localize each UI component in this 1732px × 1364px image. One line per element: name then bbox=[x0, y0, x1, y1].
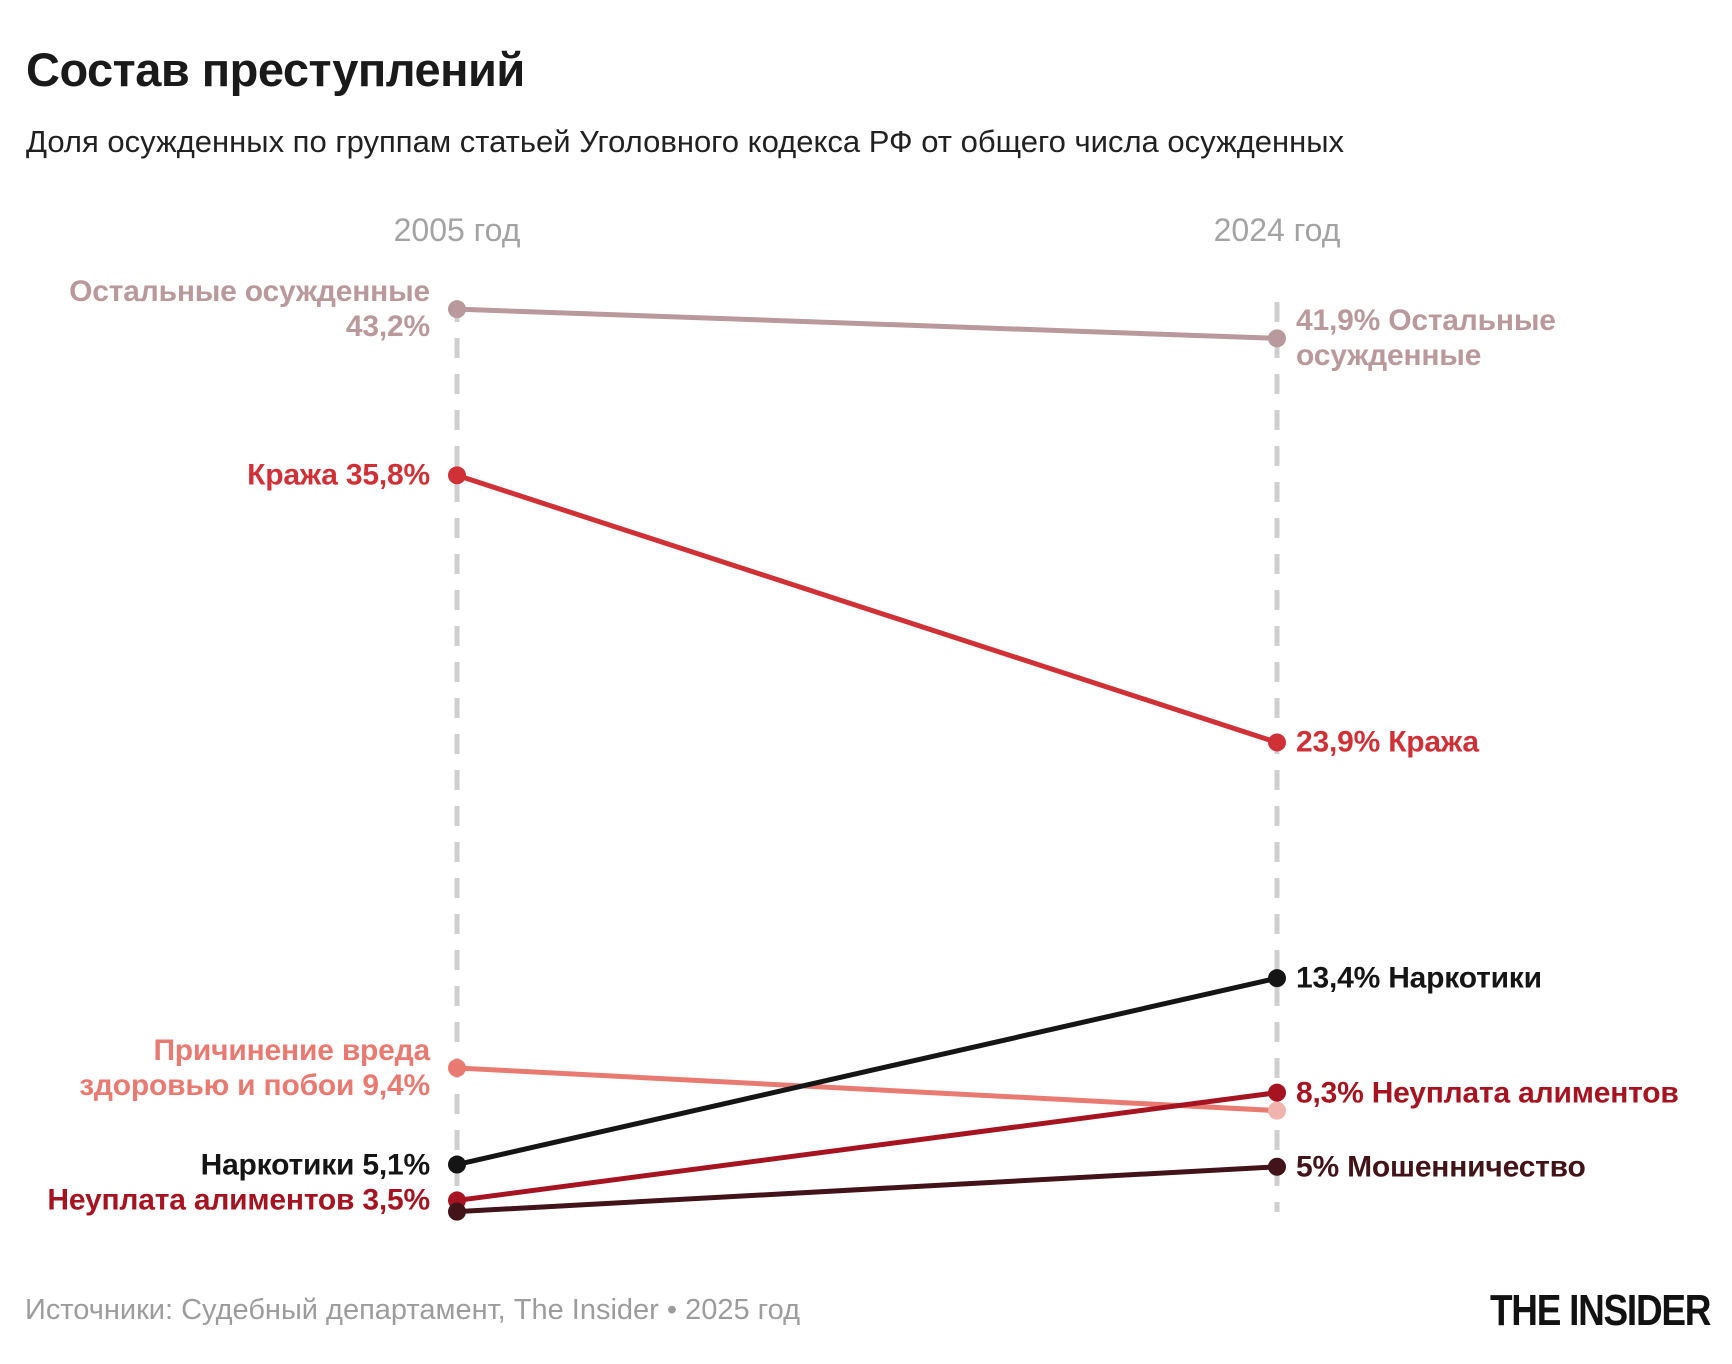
vred-zdorovyu-dot-2005 bbox=[448, 1058, 466, 1077]
narkotiki-dot-2024 bbox=[1268, 969, 1286, 988]
ostalnye-dot-2005 bbox=[448, 300, 466, 319]
vred-zdorovyu-dot-2024 bbox=[1268, 1101, 1286, 1120]
narkotiki-dot-2005 bbox=[448, 1155, 466, 1174]
label-2005-narkotiki: Наркотики 5,1% bbox=[200, 1147, 431, 1181]
label-2005-ostalnye: Остальные осужденные 43,2% bbox=[69, 275, 430, 344]
label-2005-alimenty: Неуплата алиментов 3,5% bbox=[47, 1183, 430, 1217]
ostalnye-line bbox=[454, 306, 1280, 341]
moshennichestvo-dot-2024 bbox=[1268, 1157, 1286, 1176]
source-note: Источники: Судебный департамент, The Ins… bbox=[25, 1294, 801, 1326]
label-2024-moshennichestvo: 5% Мошенничество bbox=[1296, 1150, 1586, 1184]
alimenty-dot-2024 bbox=[1268, 1083, 1286, 1102]
label-2024-alimenty: 8,3% Неуплата алиментов bbox=[1296, 1076, 1679, 1110]
column-header-2005: 2005 год bbox=[393, 212, 521, 248]
krazha-dot-2024 bbox=[1268, 733, 1286, 752]
krazha-line bbox=[454, 472, 1280, 745]
vred-zdorovyu-line bbox=[454, 1065, 1280, 1114]
label-2005-krazha: Кража 35,8% bbox=[247, 458, 430, 492]
label-2024-krazha: 23,9% Кража bbox=[1296, 725, 1479, 759]
moshennichestvo-line bbox=[454, 1164, 1280, 1215]
page-title: Состав преступлений bbox=[26, 43, 525, 96]
label-2024-ostalnye: 41,9% Остальные осужденные bbox=[1296, 304, 1556, 373]
moshennichestvo-dot-2005 bbox=[448, 1202, 466, 1221]
alimenty-line bbox=[454, 1090, 1280, 1203]
krazha-dot-2005 bbox=[448, 466, 466, 485]
narkotiki-line bbox=[454, 975, 1280, 1168]
ostalnye-dot-2024 bbox=[1268, 329, 1286, 348]
page-subtitle: Доля осужденных по группам статьей Уголо… bbox=[26, 124, 1345, 159]
label-2005-vred-zdorovyu: Причинение вреда здоровью и побои 9,4% bbox=[79, 1033, 430, 1102]
the-insider-logo: THE INSIDER bbox=[1489, 1286, 1712, 1335]
column-header-2024: 2024 год bbox=[1213, 212, 1341, 248]
label-2024-narkotiki: 13,4% Наркотики bbox=[1296, 961, 1542, 995]
